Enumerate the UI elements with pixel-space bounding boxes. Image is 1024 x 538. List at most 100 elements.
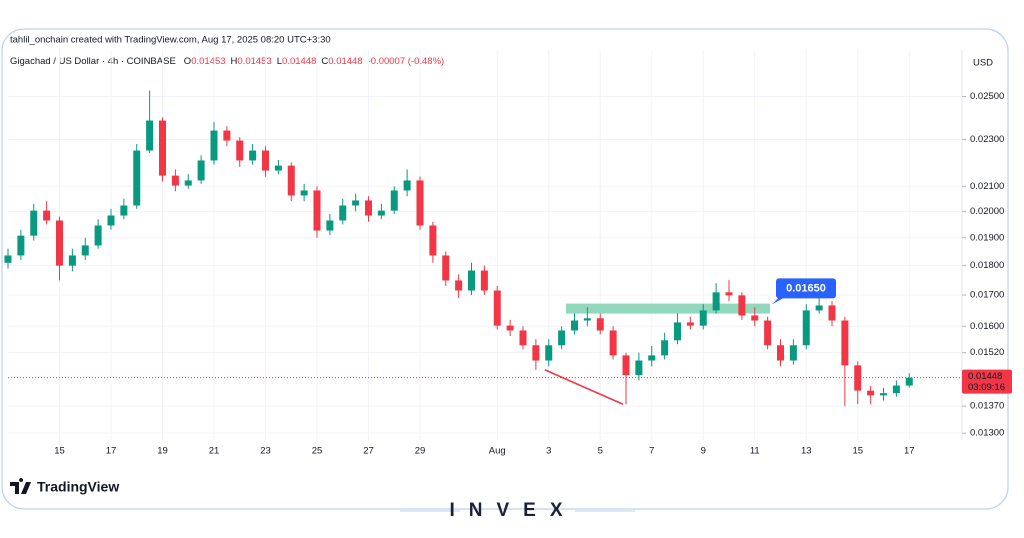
symbol-legend: Gigachad / US Dollar · 4h · COINBASE O0.0… [10, 56, 444, 67]
candle-body [635, 360, 643, 376]
x-tick-label: 17 [904, 446, 915, 457]
plot-area: 0.01300 0.01370 0.01520 0.01600 0.01700 0.018… [4, 50, 1012, 457]
candle-body [326, 220, 334, 231]
candle-body [712, 292, 720, 311]
candle-body [480, 270, 488, 291]
candle-body [442, 255, 450, 281]
candle-body [892, 385, 900, 394]
candle-body [300, 190, 308, 196]
candle-body [622, 355, 630, 376]
candle-body [365, 200, 372, 216]
callout-box [776, 278, 836, 299]
y-tick-label: 0.01600 [970, 321, 1004, 332]
candle-body [429, 225, 437, 256]
tradingview-logo: TradingView [10, 478, 119, 495]
candle-body [828, 305, 836, 321]
y-tick-label: 0.01370 [970, 401, 1004, 412]
x-tick-label: Aug [489, 446, 506, 457]
candle-body [4, 255, 12, 263]
trendline [544, 369, 624, 406]
candle-body [159, 120, 166, 176]
candle-body [648, 355, 656, 361]
candle-body [171, 175, 179, 186]
frame [1, 28, 1009, 510]
candle-body [339, 205, 347, 221]
candle-body [880, 393, 887, 396]
candle-body [262, 150, 269, 171]
candle-body [493, 290, 501, 326]
x-tick-label: 29 [415, 446, 426, 457]
ohlc-value: 0.01448 [328, 56, 362, 67]
candle-body [674, 322, 681, 341]
x-tick-label: 5 [598, 446, 603, 457]
x-tick-label: 17 [106, 446, 117, 457]
x-tick-label: 9 [701, 446, 706, 457]
candle-body [81, 245, 89, 256]
candle-body [841, 320, 849, 366]
candle-body [777, 345, 784, 361]
candle-body [17, 235, 25, 256]
candle-body [815, 305, 823, 311]
y-tick-label: 0.01900 [970, 232, 1004, 243]
candle-body [558, 330, 566, 346]
candle-body [661, 340, 669, 356]
ohlc-value: 0.01453 [191, 56, 225, 67]
callout-label: 0.01650 [786, 282, 826, 294]
candle-body [686, 322, 694, 326]
candle-body [120, 205, 128, 216]
candle-body [390, 190, 398, 211]
candle-body [751, 315, 759, 321]
candle-body [56, 220, 63, 266]
ohlc-value: 0.01448 [282, 56, 316, 67]
x-tick-label: 15 [852, 446, 863, 457]
candle-body [738, 295, 746, 316]
x-tick-label: 15 [54, 446, 65, 457]
candle-body [274, 165, 282, 171]
countdown: 03:09:16 [968, 382, 1005, 393]
candle-body [764, 320, 772, 346]
candle-body [789, 345, 797, 361]
x-tick-label: 23 [260, 446, 271, 457]
candle-body [609, 330, 617, 356]
candle-body [313, 190, 321, 231]
candle-body [905, 377, 913, 386]
candle-body [455, 280, 463, 291]
x-tick-label: 21 [209, 446, 220, 457]
candle-body [133, 150, 141, 206]
change: -0.00007 (-0.48%) [368, 56, 445, 67]
candle-body [94, 225, 102, 246]
watermark: INVEX [449, 500, 576, 521]
candle-body [867, 390, 875, 396]
ohlc-key: H [231, 56, 238, 67]
candle-body [30, 210, 38, 236]
ohlc-key: C [321, 56, 328, 67]
candle-body [43, 210, 51, 221]
candle-body [197, 160, 205, 181]
ohlc-value: 0.01453 [237, 56, 271, 67]
candle-body [416, 180, 424, 226]
logo-icon [10, 478, 31, 494]
candle-body [210, 130, 218, 161]
ohlc-key: O [184, 56, 191, 67]
x-tick-label: 25 [312, 446, 323, 457]
candle-body [699, 310, 707, 326]
chart-title: tahlil_onchain created with TradingView.… [10, 35, 331, 46]
y-tick-label: 0.02300 [970, 134, 1004, 145]
candle-body [725, 292, 733, 296]
candle-body [571, 320, 578, 331]
x-tick-label: 7 [649, 446, 654, 457]
x-tick-label: 13 [801, 446, 812, 457]
candle-body [545, 345, 553, 361]
price-label: 0.01448 [968, 371, 1002, 382]
x-tick-label: 19 [157, 446, 168, 457]
candle-body [352, 200, 360, 206]
x-tick-label: 3 [546, 446, 551, 457]
candle-body [519, 330, 527, 346]
y-tick-label: 0.02100 [970, 181, 1004, 192]
brand-name: TradingView [37, 479, 119, 495]
candle-body [802, 310, 810, 346]
y-tick-label: 0.02000 [970, 206, 1004, 217]
resistance-zone [566, 303, 770, 314]
candle-body [403, 180, 411, 191]
